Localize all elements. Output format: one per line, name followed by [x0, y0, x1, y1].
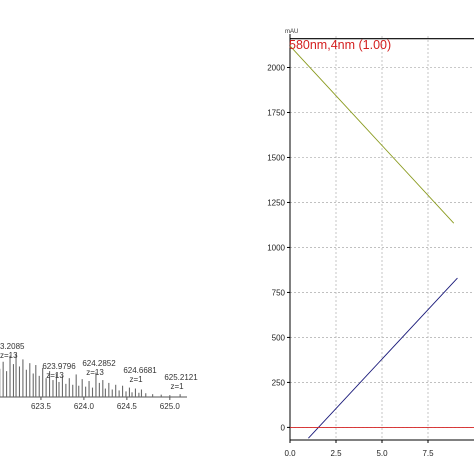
ms-annotation-mass: 623.9796 [42, 362, 76, 371]
chromatogram-y-label: mAU [285, 29, 298, 35]
y-tick-label: 1250 [267, 198, 285, 207]
series-line-1 [289, 45, 455, 224]
y-tick-label: 1500 [267, 153, 285, 162]
chromatogram-series [289, 38, 474, 439]
ms-annotation-charge: z=13 [0, 351, 18, 360]
chromatogram-panel: 0 250 500 750 1000 1250 1500 1750 2000 0.0 2.5 5.0… [267, 29, 474, 458]
mass-spectrum-panel: 623.5 624.0 624.5 625.0 3.2085z=13623.9796z… [0, 342, 198, 411]
y-tick-label: 1750 [267, 108, 285, 117]
y-tick-label: 250 [272, 378, 286, 387]
y-tick-label: 2000 [267, 63, 285, 72]
ms-annotation-mass: 3.2085 [0, 342, 25, 351]
x-tick-label: 5.0 [376, 449, 388, 458]
x-tick-label: 0.0 [284, 449, 296, 458]
ms-annotation-charge: z=13 [46, 371, 64, 380]
ms-tick-label: 624.5 [117, 402, 138, 411]
ms-annotation-mass: 624.2852 [82, 359, 116, 368]
ms-annotation-mass: 624.6681 [123, 366, 157, 375]
y-tick-label: 0 [281, 423, 286, 432]
x-tick-label: 7.5 [422, 449, 434, 458]
ms-tick-label: 624.0 [74, 402, 95, 411]
chromatogram-title: 580nm,4nm (1.00) [289, 38, 391, 52]
chromatogram-x-ticks: 0.0 2.5 5.0 7.5 [284, 440, 434, 458]
ms-annotation-charge: z=1 [170, 382, 184, 391]
y-tick-label: 750 [272, 288, 286, 297]
chromatogram-y-ticks: 0 250 500 750 1000 1250 1500 1750 2000 [267, 63, 290, 432]
ms-annotation-charge: z=13 [86, 368, 104, 377]
ms-tick-label: 625.0 [160, 402, 181, 411]
chromatogram-grid [290, 36, 474, 440]
x-tick-label: 2.5 [330, 449, 342, 458]
mass-spectrum-x-ticks: 623.5 624.0 624.5 625.0 [31, 397, 180, 411]
ms-annotation-charge: z=1 [129, 375, 143, 384]
series-line-2 [308, 277, 458, 439]
mass-spectrum-peaks [0, 353, 181, 397]
y-tick-label: 1000 [267, 243, 285, 252]
ms-tick-label: 623.5 [31, 402, 52, 411]
y-tick-label: 500 [272, 333, 286, 342]
ms-annotation-mass: 625.2121 [164, 373, 198, 382]
